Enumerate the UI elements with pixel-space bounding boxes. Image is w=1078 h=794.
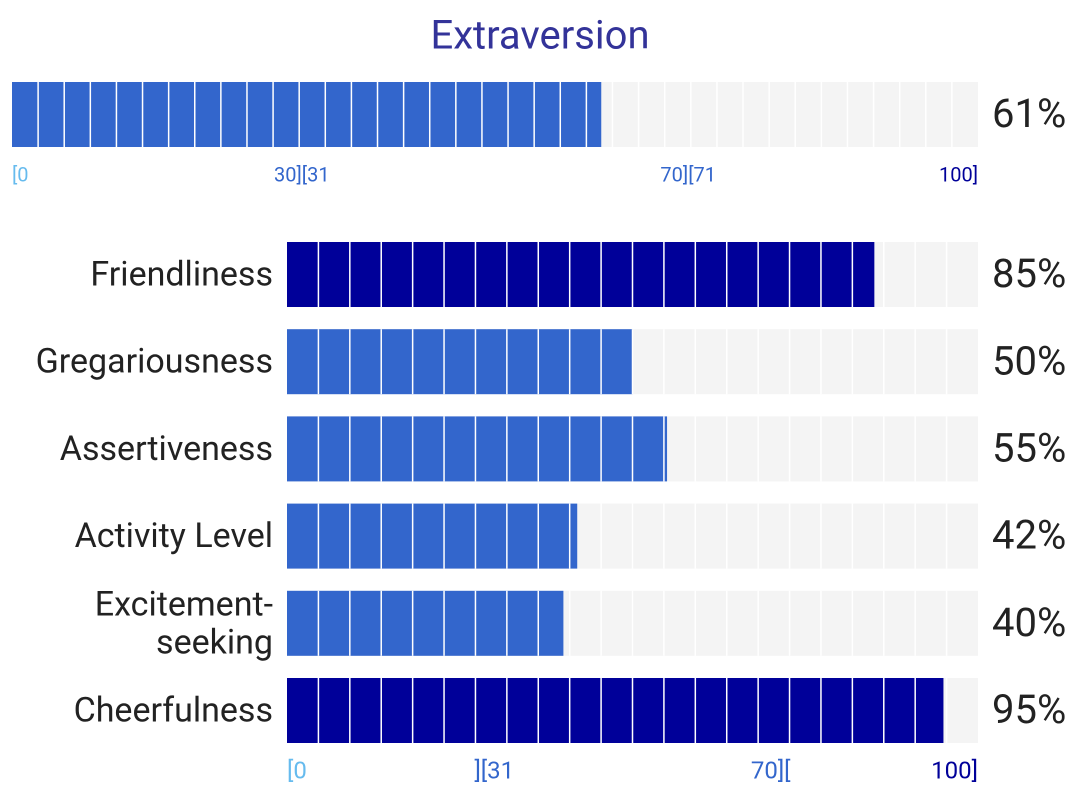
x-tick-label: 30][31	[274, 162, 330, 186]
x-tick-label: 100]	[931, 756, 978, 784]
category-label: Assertiveness	[60, 429, 273, 469]
x-tick-label: [0	[287, 756, 307, 784]
chart-title: Extraversion	[430, 12, 649, 59]
value-label: 95%	[992, 686, 1066, 733]
bar	[12, 82, 602, 147]
value-label: 55%	[992, 424, 1066, 471]
x-tick-label: 100]	[939, 162, 978, 186]
category-label: Excitement-seeking	[95, 584, 273, 662]
x-tick-label: ][31	[474, 756, 514, 784]
value-label: 61%	[992, 90, 1066, 137]
category-label: Cheerfulness	[74, 690, 273, 730]
bar	[287, 416, 668, 482]
bar	[287, 329, 633, 395]
bar	[287, 590, 564, 656]
bar	[287, 242, 875, 307]
value-label: 50%	[992, 337, 1066, 384]
value-label: 42%	[992, 512, 1066, 559]
bar	[287, 503, 578, 569]
x-tick-label: [0	[12, 162, 29, 186]
category-label: Friendliness	[90, 254, 273, 294]
value-label: 85%	[992, 250, 1066, 297]
category-label: Activity Level	[75, 516, 273, 556]
x-tick-label: 70][71	[660, 162, 716, 186]
x-tick-label: 70][	[751, 756, 791, 784]
value-label: 40%	[992, 599, 1066, 646]
bar	[287, 678, 944, 743]
category-label: Gregariousness	[36, 342, 273, 382]
